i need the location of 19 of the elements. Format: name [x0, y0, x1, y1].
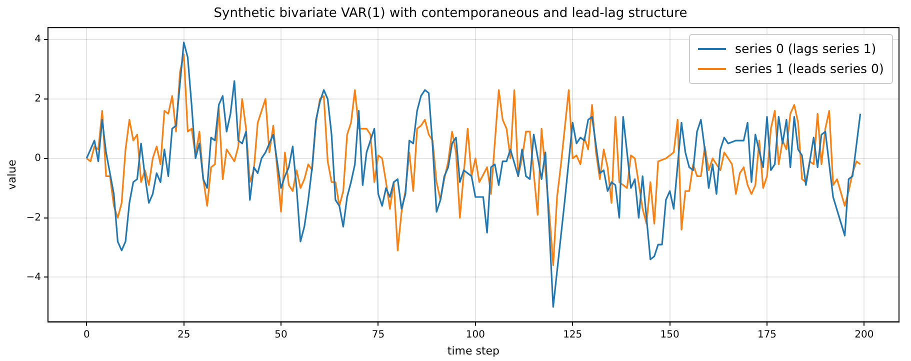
x-tick-label: 175: [757, 329, 777, 340]
legend-label: series 1 (leads series 0): [735, 60, 884, 76]
x-tick-label: 50: [274, 329, 288, 340]
y-tick-label: −4: [26, 272, 41, 283]
x-axis-title: time step: [447, 344, 500, 358]
x-tick-label: 150: [660, 329, 680, 340]
y-tick-label: 2: [34, 94, 41, 105]
x-tick-label: 200: [854, 329, 874, 340]
y-tick-label: −2: [26, 212, 41, 224]
x-tick-label: 75: [372, 329, 385, 340]
legend-label: series 0 (lags series 1): [735, 40, 876, 56]
x-tick-label: 0: [83, 329, 90, 340]
x-tick-label: 100: [466, 329, 485, 340]
y-tick-label: 4: [34, 34, 41, 46]
y-tick-label: 0: [34, 152, 41, 164]
x-tick-label: 25: [177, 329, 190, 340]
chart-title: Synthetic bivariate VAR(1) with contemporaneous and lead-lag structure: [214, 6, 688, 22]
y-axis-title: value: [5, 159, 18, 190]
x-tick-label: 125: [563, 329, 582, 340]
